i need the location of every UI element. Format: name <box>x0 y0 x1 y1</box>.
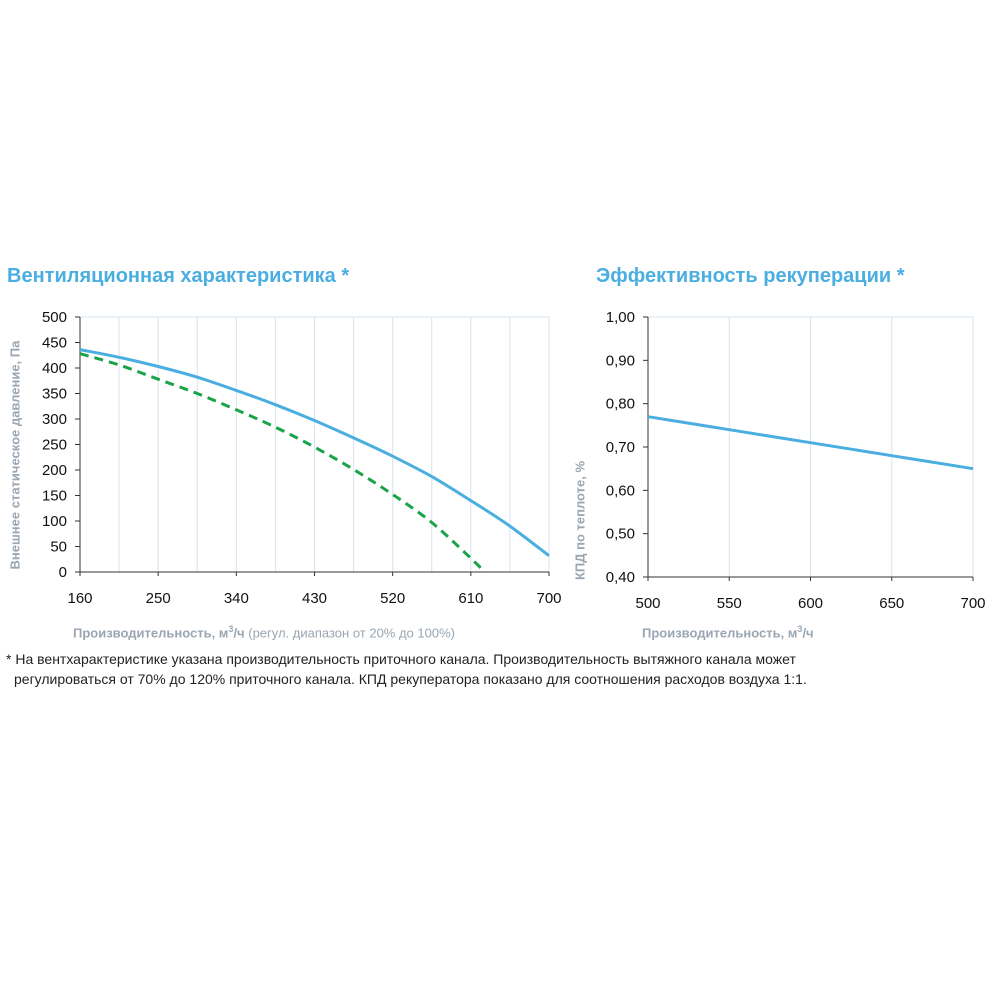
left-ytick-label-8: 400 <box>42 360 67 377</box>
left-xlabel-main: Производительность, м <box>73 625 229 641</box>
left-xlabel-sup: 3 <box>228 624 234 634</box>
left-ytick-label-4: 200 <box>42 462 67 479</box>
left-ytick-label-10: 500 <box>42 309 67 326</box>
footnote: * На вентхарактеристике указана производ… <box>6 649 991 689</box>
left-xtick-label-2: 340 <box>224 590 249 607</box>
right-series-0-line <box>647 415 974 471</box>
right-xtick-label-3: 650 <box>879 595 904 612</box>
left-ytick-label-9: 450 <box>42 335 67 352</box>
right-xlabel-unit: /ч <box>802 625 814 641</box>
left-xtick-label-0: 160 <box>67 590 92 607</box>
left-series-1-line <box>79 352 486 574</box>
right-chart-title: Эффективность рекуперации * <box>596 265 905 287</box>
right-xlabel-sup: 3 <box>797 624 803 634</box>
right-ytick-label-2: 0,60 <box>606 482 635 499</box>
right-xlabel-main: Производительность, м <box>642 625 798 641</box>
left-ytick-label-6: 300 <box>42 411 67 428</box>
left-ytick-label-7: 350 <box>42 386 67 403</box>
right-ytick-label-5: 0,90 <box>606 352 635 369</box>
right-ytick-label-6: 1,00 <box>606 309 635 326</box>
left-ytick-label-2: 100 <box>42 513 67 530</box>
right-xtick-label-4: 700 <box>960 595 985 612</box>
right-ytick-label-0: 0,40 <box>606 569 635 586</box>
left-xtick-label-4: 520 <box>380 590 405 607</box>
left-series-0-line <box>79 348 550 557</box>
right-xtick-label-2: 600 <box>798 595 823 612</box>
left-xtick-label-3: 430 <box>302 590 327 607</box>
left-chart-title: Вентиляционная характеристика * <box>7 265 350 287</box>
left-xtick-label-1: 250 <box>146 590 171 607</box>
left-xtick-label-5: 610 <box>458 590 483 607</box>
left-xlabel-unit: /ч <box>233 625 245 641</box>
footnote-line-2: регулироваться от 70% до 120% приточного… <box>14 671 807 687</box>
left-xtick-label-6: 700 <box>536 590 561 607</box>
right-ytick-label-4: 0,80 <box>606 396 635 413</box>
left-ytick-label-3: 150 <box>42 488 67 505</box>
footnote-line-1: * На вентхарактеристике указана производ… <box>6 651 796 667</box>
left-ytick-label-1: 50 <box>50 539 67 556</box>
right-ytick-label-1: 0,50 <box>606 526 635 543</box>
left-ytick-label-0: 0 <box>59 564 67 581</box>
left-ytick-label-5: 250 <box>42 437 67 454</box>
left-chart-xlabel: Производительность, м3/ч (регул. диапазо… <box>73 624 455 640</box>
right-xtick-label-0: 500 <box>635 595 660 612</box>
right-chart-xlabel: Производительность, м3/ч <box>642 624 814 640</box>
left-xlabel-note: (регул. диапазон от 20% до 100%) <box>248 625 455 641</box>
right-xtick-label-1: 550 <box>717 595 742 612</box>
right-ytick-label-3: 0,70 <box>606 439 635 456</box>
